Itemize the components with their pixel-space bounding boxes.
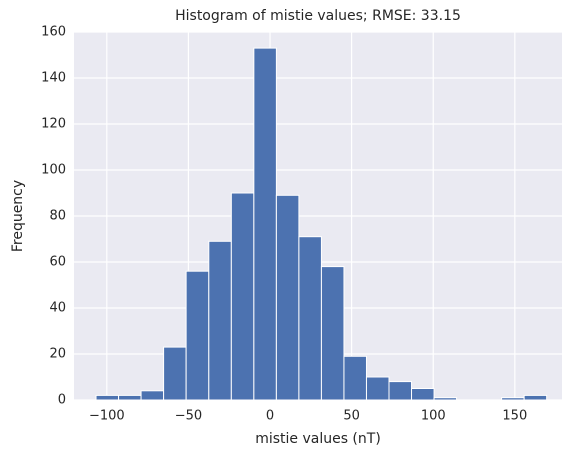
x-tick-label: −50 <box>175 409 202 424</box>
bar <box>253 47 277 401</box>
y-tick-label: 100 <box>41 163 66 178</box>
y-tick-label: 80 <box>49 209 66 224</box>
x-tick-label: 50 <box>343 409 360 424</box>
y-tick-label: 0 <box>58 393 66 408</box>
x-tick-label: −100 <box>89 409 125 424</box>
bar <box>411 388 435 401</box>
bar <box>320 266 345 401</box>
bar <box>95 394 120 401</box>
bar <box>343 355 367 401</box>
bar <box>433 397 458 401</box>
x-tick-label: 150 <box>502 409 527 424</box>
chart-title: Histogram of mistie values; RMSE: 33.15 <box>175 8 461 24</box>
bar <box>275 194 300 401</box>
bar <box>501 397 525 401</box>
y-tick-label: 120 <box>41 117 66 132</box>
bar <box>118 394 142 401</box>
bar <box>523 394 548 401</box>
x-axis-label: mistie values (nT) <box>255 431 381 447</box>
bar <box>388 381 413 401</box>
y-tick-label: 20 <box>49 347 66 362</box>
y-tick-label: 40 <box>49 301 66 316</box>
y-tick-label: 60 <box>49 255 66 270</box>
bar <box>298 236 322 401</box>
y-tick-label: 140 <box>41 71 66 86</box>
bar <box>365 376 390 401</box>
bar <box>208 240 232 401</box>
y-axis-label: Frequency <box>10 180 26 252</box>
bar <box>163 346 187 401</box>
x-tick-label: 0 <box>266 409 274 424</box>
bar <box>140 390 165 401</box>
x-tick-label: 100 <box>421 409 446 424</box>
bar <box>230 192 255 401</box>
y-tick-label: 160 <box>41 25 66 40</box>
bar <box>185 270 210 401</box>
